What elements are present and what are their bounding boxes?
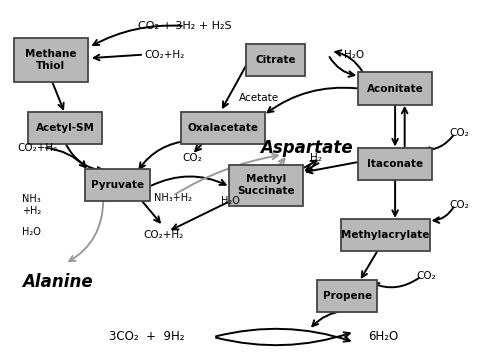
Text: 6H₂O: 6H₂O — [368, 330, 398, 343]
Text: Alanine: Alanine — [22, 273, 93, 291]
Text: Pyruvate: Pyruvate — [91, 180, 144, 190]
Text: H₂O: H₂O — [345, 50, 364, 60]
FancyBboxPatch shape — [358, 73, 432, 105]
Text: H₂O: H₂O — [22, 227, 41, 237]
Text: CO₂+H₂: CO₂+H₂ — [143, 230, 183, 240]
FancyBboxPatch shape — [358, 147, 432, 180]
Text: 3CO₂  +  9H₂: 3CO₂ + 9H₂ — [108, 330, 184, 343]
Text: Itaconate: Itaconate — [367, 159, 423, 169]
FancyBboxPatch shape — [245, 44, 305, 76]
FancyBboxPatch shape — [229, 164, 303, 205]
Text: H₂: H₂ — [310, 153, 322, 163]
Text: Aspartate: Aspartate — [260, 139, 353, 156]
Text: Acetate: Acetate — [239, 93, 279, 102]
FancyBboxPatch shape — [318, 280, 377, 312]
Text: Methane
Thiol: Methane Thiol — [25, 49, 76, 71]
Text: Aconitate: Aconitate — [367, 83, 424, 94]
Text: NH₃+H₂: NH₃+H₂ — [153, 193, 192, 203]
Text: CO₂: CO₂ — [450, 128, 469, 138]
Text: CO₂: CO₂ — [182, 153, 202, 163]
Text: Methyl
Succinate: Methyl Succinate — [237, 174, 295, 196]
FancyBboxPatch shape — [14, 38, 88, 82]
Text: Methylacrylate: Methylacrylate — [341, 230, 430, 240]
Text: Oxalacetate: Oxalacetate — [187, 123, 258, 133]
FancyBboxPatch shape — [181, 112, 265, 144]
Text: CO₂+H₂: CO₂+H₂ — [17, 143, 58, 152]
Text: Citrate: Citrate — [255, 55, 296, 65]
FancyBboxPatch shape — [341, 219, 430, 251]
Text: Propene: Propene — [323, 291, 372, 301]
Text: CO₂ + 3H₂ + H₂S: CO₂ + 3H₂ + H₂S — [138, 21, 231, 31]
FancyBboxPatch shape — [28, 112, 102, 144]
Text: CO₂+H₂: CO₂+H₂ — [144, 50, 184, 60]
Text: CO₂: CO₂ — [450, 200, 469, 210]
FancyBboxPatch shape — [85, 169, 150, 201]
Text: CO₂: CO₂ — [416, 271, 436, 281]
Text: NH₃
+H₂: NH₃ +H₂ — [22, 194, 41, 216]
Text: H₂O: H₂O — [221, 196, 240, 206]
Text: Acetyl-SM: Acetyl-SM — [35, 123, 94, 133]
